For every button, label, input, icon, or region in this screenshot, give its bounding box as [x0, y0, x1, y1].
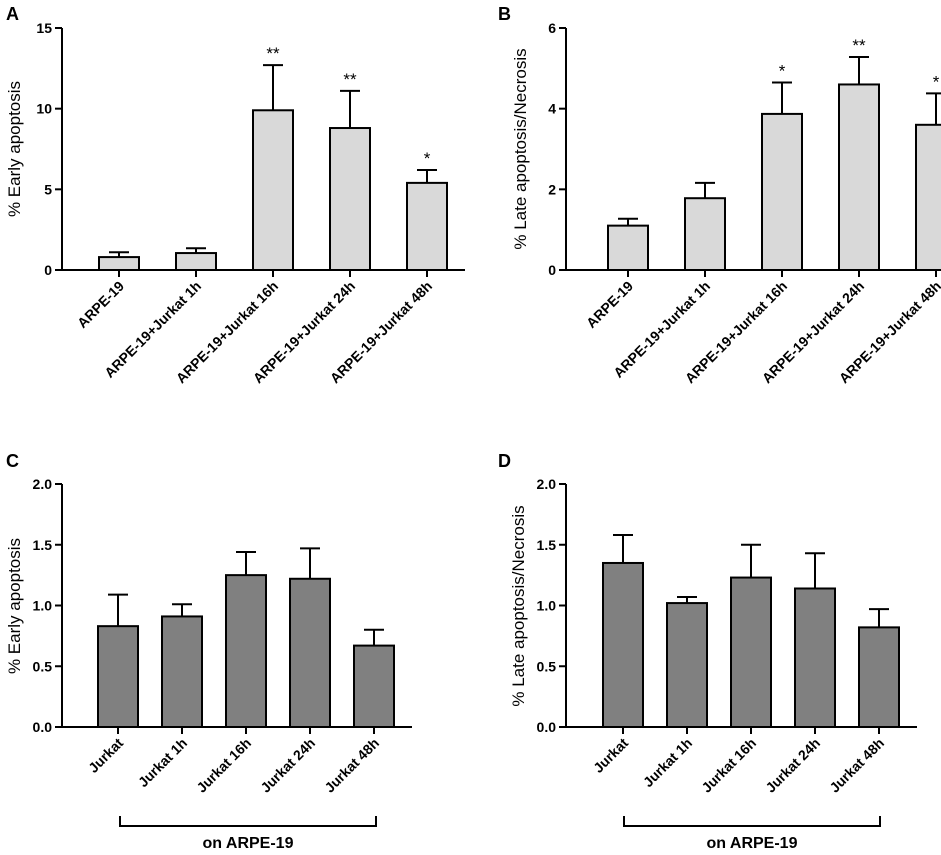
- bar: [915, 123, 941, 271]
- y-tick-label: 1.0: [33, 598, 53, 614]
- panel-b: B% Late apoptosis/Necrosis0246ARPE-19ARP…: [498, 4, 941, 386]
- y-tick-label: 0: [44, 262, 52, 278]
- panel-letter: D: [498, 451, 511, 471]
- bar: [794, 587, 836, 728]
- group-bracket: [623, 816, 881, 827]
- group-bracket: [119, 816, 377, 827]
- significance-label: *: [933, 72, 940, 91]
- bar: [175, 252, 217, 271]
- y-tick-label: 1.0: [537, 598, 557, 614]
- bar: [329, 127, 371, 271]
- bar: [353, 644, 395, 728]
- y-tick-label: 4: [548, 101, 556, 117]
- bar: [161, 615, 203, 728]
- category-label: Jurkat: [85, 735, 126, 776]
- y-tick-label: 0.5: [537, 658, 557, 674]
- category-label: Jurkat 1h: [135, 735, 190, 790]
- y-tick-label: 15: [36, 20, 52, 36]
- significance-label: **: [266, 44, 280, 63]
- y-tick-label: 1.5: [33, 537, 53, 553]
- bar: [97, 625, 139, 729]
- bar: [406, 181, 448, 272]
- significance-label: *: [779, 61, 786, 80]
- bar: [607, 224, 649, 271]
- category-label: Jurkat 1h: [640, 735, 695, 790]
- panel-letter: C: [6, 451, 19, 471]
- y-tick-label: 6: [548, 20, 556, 36]
- bar: [858, 626, 900, 728]
- significance-label: **: [852, 36, 866, 55]
- bar: [252, 109, 294, 271]
- category-label: Jurkat 24h: [762, 735, 823, 796]
- category-label: Jurkat: [590, 735, 631, 776]
- y-axis-title: % Early apoptosis: [5, 538, 24, 674]
- category-label: Jurkat 48h: [321, 735, 382, 796]
- bar: [98, 256, 140, 271]
- bar: [289, 577, 331, 729]
- y-axis-title: % Late apoptosis/Necrosis: [511, 48, 530, 249]
- category-label: Jurkat 24h: [257, 735, 318, 796]
- panel-d: D % Late apoptosis/Necrosis 0.0 0.5 1.0 1.5 2.…: [498, 451, 917, 852]
- category-label: Jurkat 48h: [826, 735, 887, 796]
- bar: [666, 602, 708, 729]
- y-tick-label: 0.5: [33, 658, 53, 674]
- bar: [225, 574, 267, 728]
- significance-label: *: [424, 149, 431, 168]
- bar: [838, 83, 880, 272]
- category-label: ARPE-19: [74, 278, 127, 331]
- category-label: ARPE-19: [583, 278, 636, 331]
- y-tick-label: 2.0: [537, 476, 557, 492]
- significance-label: **: [343, 70, 357, 89]
- bar: [602, 561, 644, 728]
- y-axis-title: % Early apoptosis: [5, 81, 24, 217]
- bar: [730, 576, 772, 728]
- category-label: Jurkat 16h: [193, 735, 254, 796]
- y-tick-label: 0.0: [537, 719, 557, 735]
- group-bracket-label: on ARPE-19: [707, 835, 798, 852]
- y-tick-label: 1.5: [537, 537, 557, 553]
- category-label: Jurkat 16h: [698, 735, 759, 796]
- bar: [684, 197, 726, 271]
- y-tick-label: 10: [36, 101, 52, 117]
- bar: [761, 112, 803, 271]
- panel-letter: A: [6, 4, 19, 24]
- y-tick-label: 2: [548, 181, 556, 197]
- y-tick-label: 0: [548, 262, 556, 278]
- y-tick-label: 5: [44, 181, 52, 197]
- y-tick-label: 2.0: [33, 476, 53, 492]
- y-axis-title: % Late apoptosis/Necrosis: [509, 505, 528, 706]
- group-bracket-label: on ARPE-19: [203, 835, 294, 852]
- y-tick-label: 0.0: [33, 719, 53, 735]
- panel-a: A% Early apoptosis051015ARPE-19ARPE-19+J…: [5, 4, 465, 386]
- panel-letter: B: [498, 4, 511, 24]
